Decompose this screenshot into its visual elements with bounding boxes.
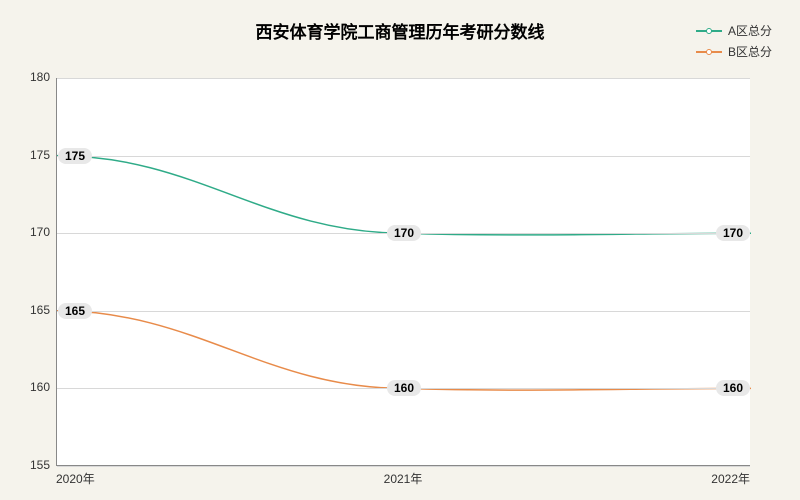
- chart-svg: [57, 78, 751, 466]
- data-label: 160: [716, 380, 750, 396]
- data-label: 165: [58, 303, 92, 319]
- y-tick-label: 155: [10, 458, 50, 472]
- gridline: [57, 466, 750, 467]
- legend-item-b: B区总分: [696, 43, 772, 60]
- series-line: [57, 156, 751, 235]
- legend-item-a: A区总分: [696, 22, 772, 39]
- gridline: [57, 311, 750, 312]
- legend-swatch-b: [696, 51, 722, 53]
- data-label: 160: [387, 380, 421, 396]
- data-label: 170: [716, 225, 750, 241]
- plot-area: 175 170 170 165 160 160: [56, 78, 750, 466]
- x-tick-label: 2020年: [56, 470, 136, 487]
- gridline: [57, 78, 750, 79]
- legend-label-b: B区总分: [728, 43, 772, 60]
- y-tick-label: 165: [10, 303, 50, 317]
- x-tick-label: 2022年: [670, 470, 750, 487]
- data-label: 170: [387, 225, 421, 241]
- legend: A区总分 B区总分: [696, 22, 772, 64]
- y-tick-label: 180: [10, 70, 50, 84]
- data-label: 175: [58, 148, 92, 164]
- chart-title: 西安体育学院工商管理历年考研分数线: [0, 18, 800, 43]
- x-tick-label: 2021年: [363, 470, 443, 487]
- y-tick-label: 170: [10, 225, 50, 239]
- y-tick-label: 160: [10, 380, 50, 394]
- chart-container: 西安体育学院工商管理历年考研分数线 A区总分 B区总分 175 170 170 165…: [0, 0, 800, 500]
- y-tick-label: 175: [10, 148, 50, 162]
- gridline: [57, 156, 750, 157]
- series-line: [57, 311, 751, 390]
- legend-label-a: A区总分: [728, 22, 772, 39]
- legend-swatch-a: [696, 30, 722, 32]
